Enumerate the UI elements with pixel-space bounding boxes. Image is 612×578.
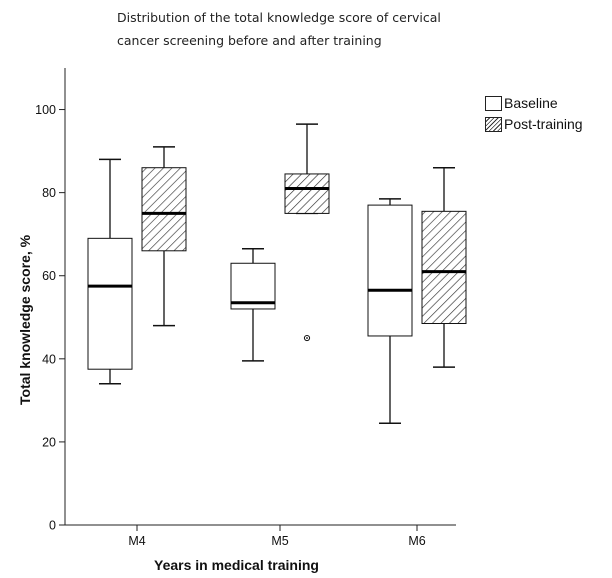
- y-axis-title: Total knowledge score, %: [17, 234, 33, 405]
- legend-label-post-training: Post-training: [504, 116, 583, 132]
- chart-title-line-1: Distribution of the total knowledge scor…: [117, 10, 441, 25]
- chart-title-line-2: cancer screening before and after traini…: [117, 33, 382, 48]
- outlier-dot-post-training-m5-0: [306, 337, 308, 339]
- legend-label-baseline: Baseline: [504, 95, 558, 111]
- x-tick-label-M6: M6: [408, 534, 425, 548]
- legend-swatch-baseline: [485, 95, 502, 111]
- x-tick-label-M4: M4: [128, 534, 145, 548]
- y-tick-label-60: 60: [42, 269, 56, 283]
- box-post-training-m4: [141, 167, 187, 252]
- y-tick-label-80: 80: [42, 186, 56, 200]
- box-baseline-m6: [367, 204, 413, 337]
- box-post-training-m6: [421, 210, 467, 325]
- box-baseline-m4: [87, 237, 133, 370]
- y-tick-label-20: 20: [42, 435, 56, 449]
- legend-item-post-training: Post-training: [485, 116, 583, 132]
- x-axis-title: Years in medical training: [154, 557, 319, 573]
- legend-item-baseline: Baseline: [485, 95, 558, 111]
- x-tick-label-M5: M5: [271, 534, 288, 548]
- y-tick-label-100: 100: [35, 103, 56, 117]
- box-post-training-m5: [284, 173, 330, 214]
- y-tick-label-0: 0: [49, 519, 56, 533]
- legend-swatch-post-training: [485, 116, 502, 132]
- y-tick-label-40: 40: [42, 352, 56, 366]
